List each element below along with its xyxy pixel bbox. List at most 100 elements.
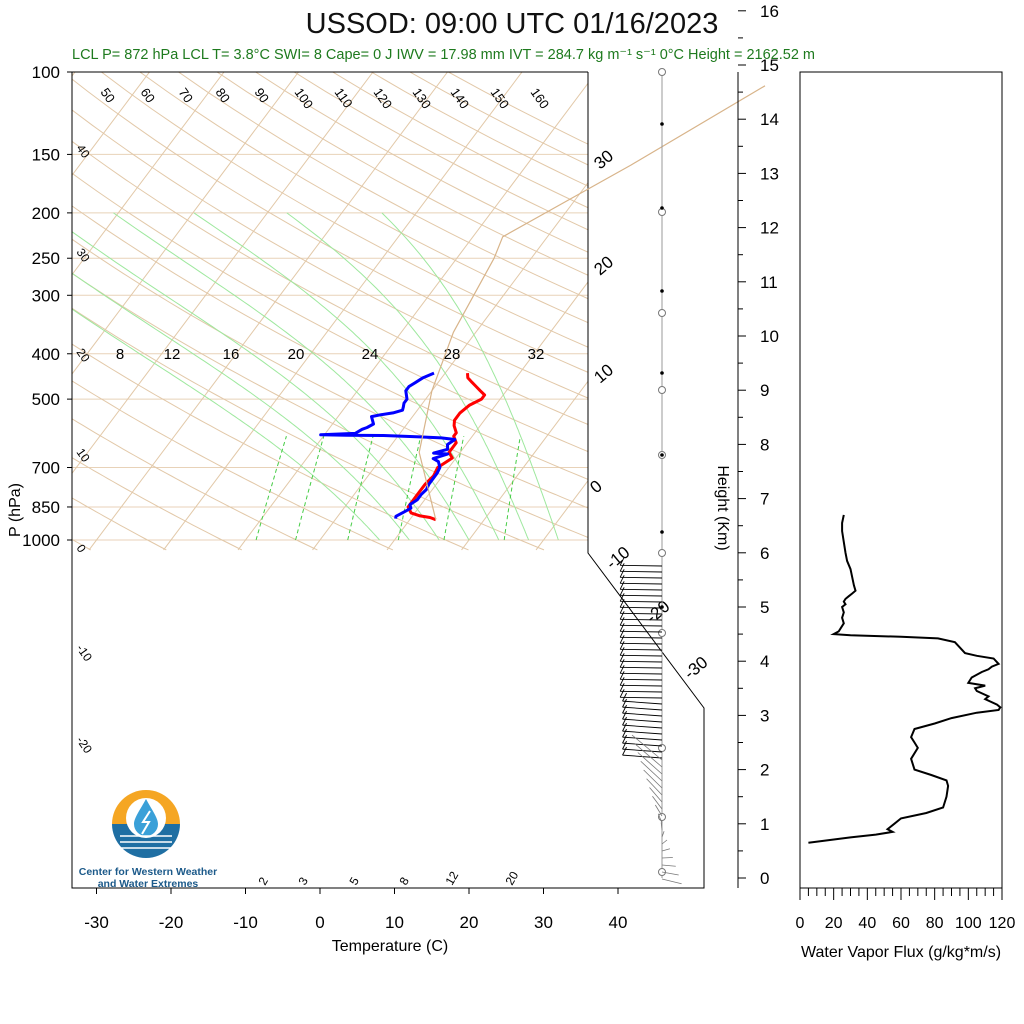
moist-adiabat-label: 24 — [362, 346, 379, 363]
isotherm-label: -10 — [74, 642, 96, 665]
wind-barb — [652, 796, 663, 810]
wind-barb-flag — [622, 734, 627, 744]
dry-adiabat-label: 130 — [410, 85, 435, 111]
dry-adiabat-line — [139, 72, 704, 551]
moist-adiabat-label: 16 — [223, 346, 240, 363]
mixing-ratio-label: 8 — [396, 874, 412, 887]
x-tick-label: 10 — [385, 913, 404, 932]
isotherm-line — [72, 72, 76, 551]
wind-dot — [660, 453, 664, 457]
wind-barb — [620, 600, 663, 603]
isotherm-line — [163, 72, 523, 551]
wind-barb-flag — [622, 692, 627, 702]
height-tick-label: 7 — [760, 490, 769, 509]
height-tick-label: 9 — [760, 381, 769, 400]
wind-barb — [622, 712, 663, 717]
height-tick-label: 1 — [760, 815, 769, 834]
logo-caption: Center for Western Weather and Water Ext… — [63, 866, 233, 890]
dry-adiabat-line — [255, 72, 704, 551]
wind-barb — [637, 752, 663, 775]
wind-barb — [620, 672, 663, 675]
isotherm-label: -10 — [602, 543, 633, 573]
dry-adiabat-line — [72, 72, 545, 551]
wind-dot — [660, 122, 664, 126]
isotherm-label: 10 — [590, 360, 617, 387]
isotherm-label: 20 — [74, 346, 93, 365]
wind-barb — [622, 742, 663, 747]
dry-adiabat-line — [0, 72, 15, 550]
wind-barb-flag — [619, 563, 625, 572]
moist-adiabat-label: 28 — [444, 346, 461, 363]
dry-adiabat-label: 70 — [176, 85, 197, 105]
dry-adiabat-line — [72, 72, 91, 551]
x-tick-label: -20 — [159, 913, 184, 932]
wind-barb — [620, 642, 663, 645]
wind-barb — [620, 618, 663, 621]
mixing-ratio-line — [255, 436, 287, 541]
wind-barb — [657, 813, 663, 824]
flux-tick-label: 0 — [796, 915, 805, 932]
dry-adiabat-line — [72, 72, 469, 551]
wind-barb — [620, 648, 663, 651]
wind-barb — [620, 666, 663, 669]
mixing-ratio-label: 3 — [295, 874, 311, 887]
isotherm-label: 30 — [74, 246, 93, 265]
isotherm-label: 20 — [590, 252, 617, 279]
height-tick-label: 13 — [760, 164, 779, 183]
y-tick-label: 400 — [32, 345, 60, 364]
dry-adiabat-line — [72, 72, 620, 551]
dry-adiabat-line — [72, 72, 318, 551]
isotherm-line — [461, 72, 704, 551]
wind-barb — [620, 654, 663, 657]
chart-subtitle: LCL P= 872 hPa LCL T= 3.8°C SWI= 8 Cape=… — [72, 47, 816, 63]
series-dewpoint-line — [319, 371, 457, 519]
y-tick-label: 850 — [32, 498, 60, 517]
wind-barb-flag — [619, 623, 625, 632]
moist-adiabat-label: 32 — [528, 346, 545, 363]
isotherm-line — [386, 72, 704, 551]
wind-barb — [620, 612, 663, 615]
flux-tick-label: 100 — [955, 915, 982, 932]
height-tick-label: 5 — [760, 598, 769, 617]
isotherm-label: 0 — [586, 476, 605, 497]
wind-barb — [620, 630, 663, 633]
isotherm-line — [0, 72, 1, 550]
x-tick-label: -30 — [84, 913, 109, 932]
moist-adiabat-label: 8 — [116, 346, 124, 363]
wind-barb — [661, 848, 671, 852]
dry-adiabat-line — [72, 72, 394, 551]
wind-barb-flag — [619, 647, 625, 656]
height-tick-label: 14 — [760, 110, 779, 129]
isotherm-line — [760, 72, 1024, 550]
height-tick-label: 0 — [760, 869, 769, 888]
wind-barb — [634, 743, 663, 768]
wind-barb — [620, 570, 663, 573]
wind-barb-flag — [622, 698, 627, 708]
dry-adiabat-line — [178, 72, 704, 551]
dry-adiabat-line — [72, 72, 167, 551]
wind-barb — [661, 839, 668, 845]
wind-barb-flag — [622, 722, 627, 732]
flux-tick-label: 60 — [892, 915, 910, 932]
dry-adiabat-line — [72, 72, 704, 551]
y-tick-label: 500 — [32, 390, 60, 409]
wind-barb — [620, 606, 663, 609]
y-tick-label: 1000 — [22, 531, 60, 550]
wind-calm-circle — [658, 549, 666, 557]
wind-barb — [620, 684, 663, 687]
dry-adiabat-line — [332, 72, 704, 551]
wind-barb-flag — [619, 611, 625, 620]
wind-barb-flag — [619, 617, 625, 626]
wind-barb-flag — [622, 740, 627, 750]
height-tick-label: 16 — [760, 2, 779, 21]
moist-adiabat-line — [193, 212, 500, 541]
wind-barb-flag — [622, 746, 627, 756]
moist-adiabat-line — [72, 212, 410, 541]
height-tick-label: 12 — [760, 219, 779, 238]
wind-barb — [654, 804, 663, 817]
mixing-ratio-label: 20 — [502, 869, 521, 888]
wind-barb — [620, 624, 663, 627]
mixing-ratio-line — [347, 436, 374, 541]
height-tick-label: 4 — [760, 652, 769, 671]
wind-barb-flag — [619, 677, 625, 686]
